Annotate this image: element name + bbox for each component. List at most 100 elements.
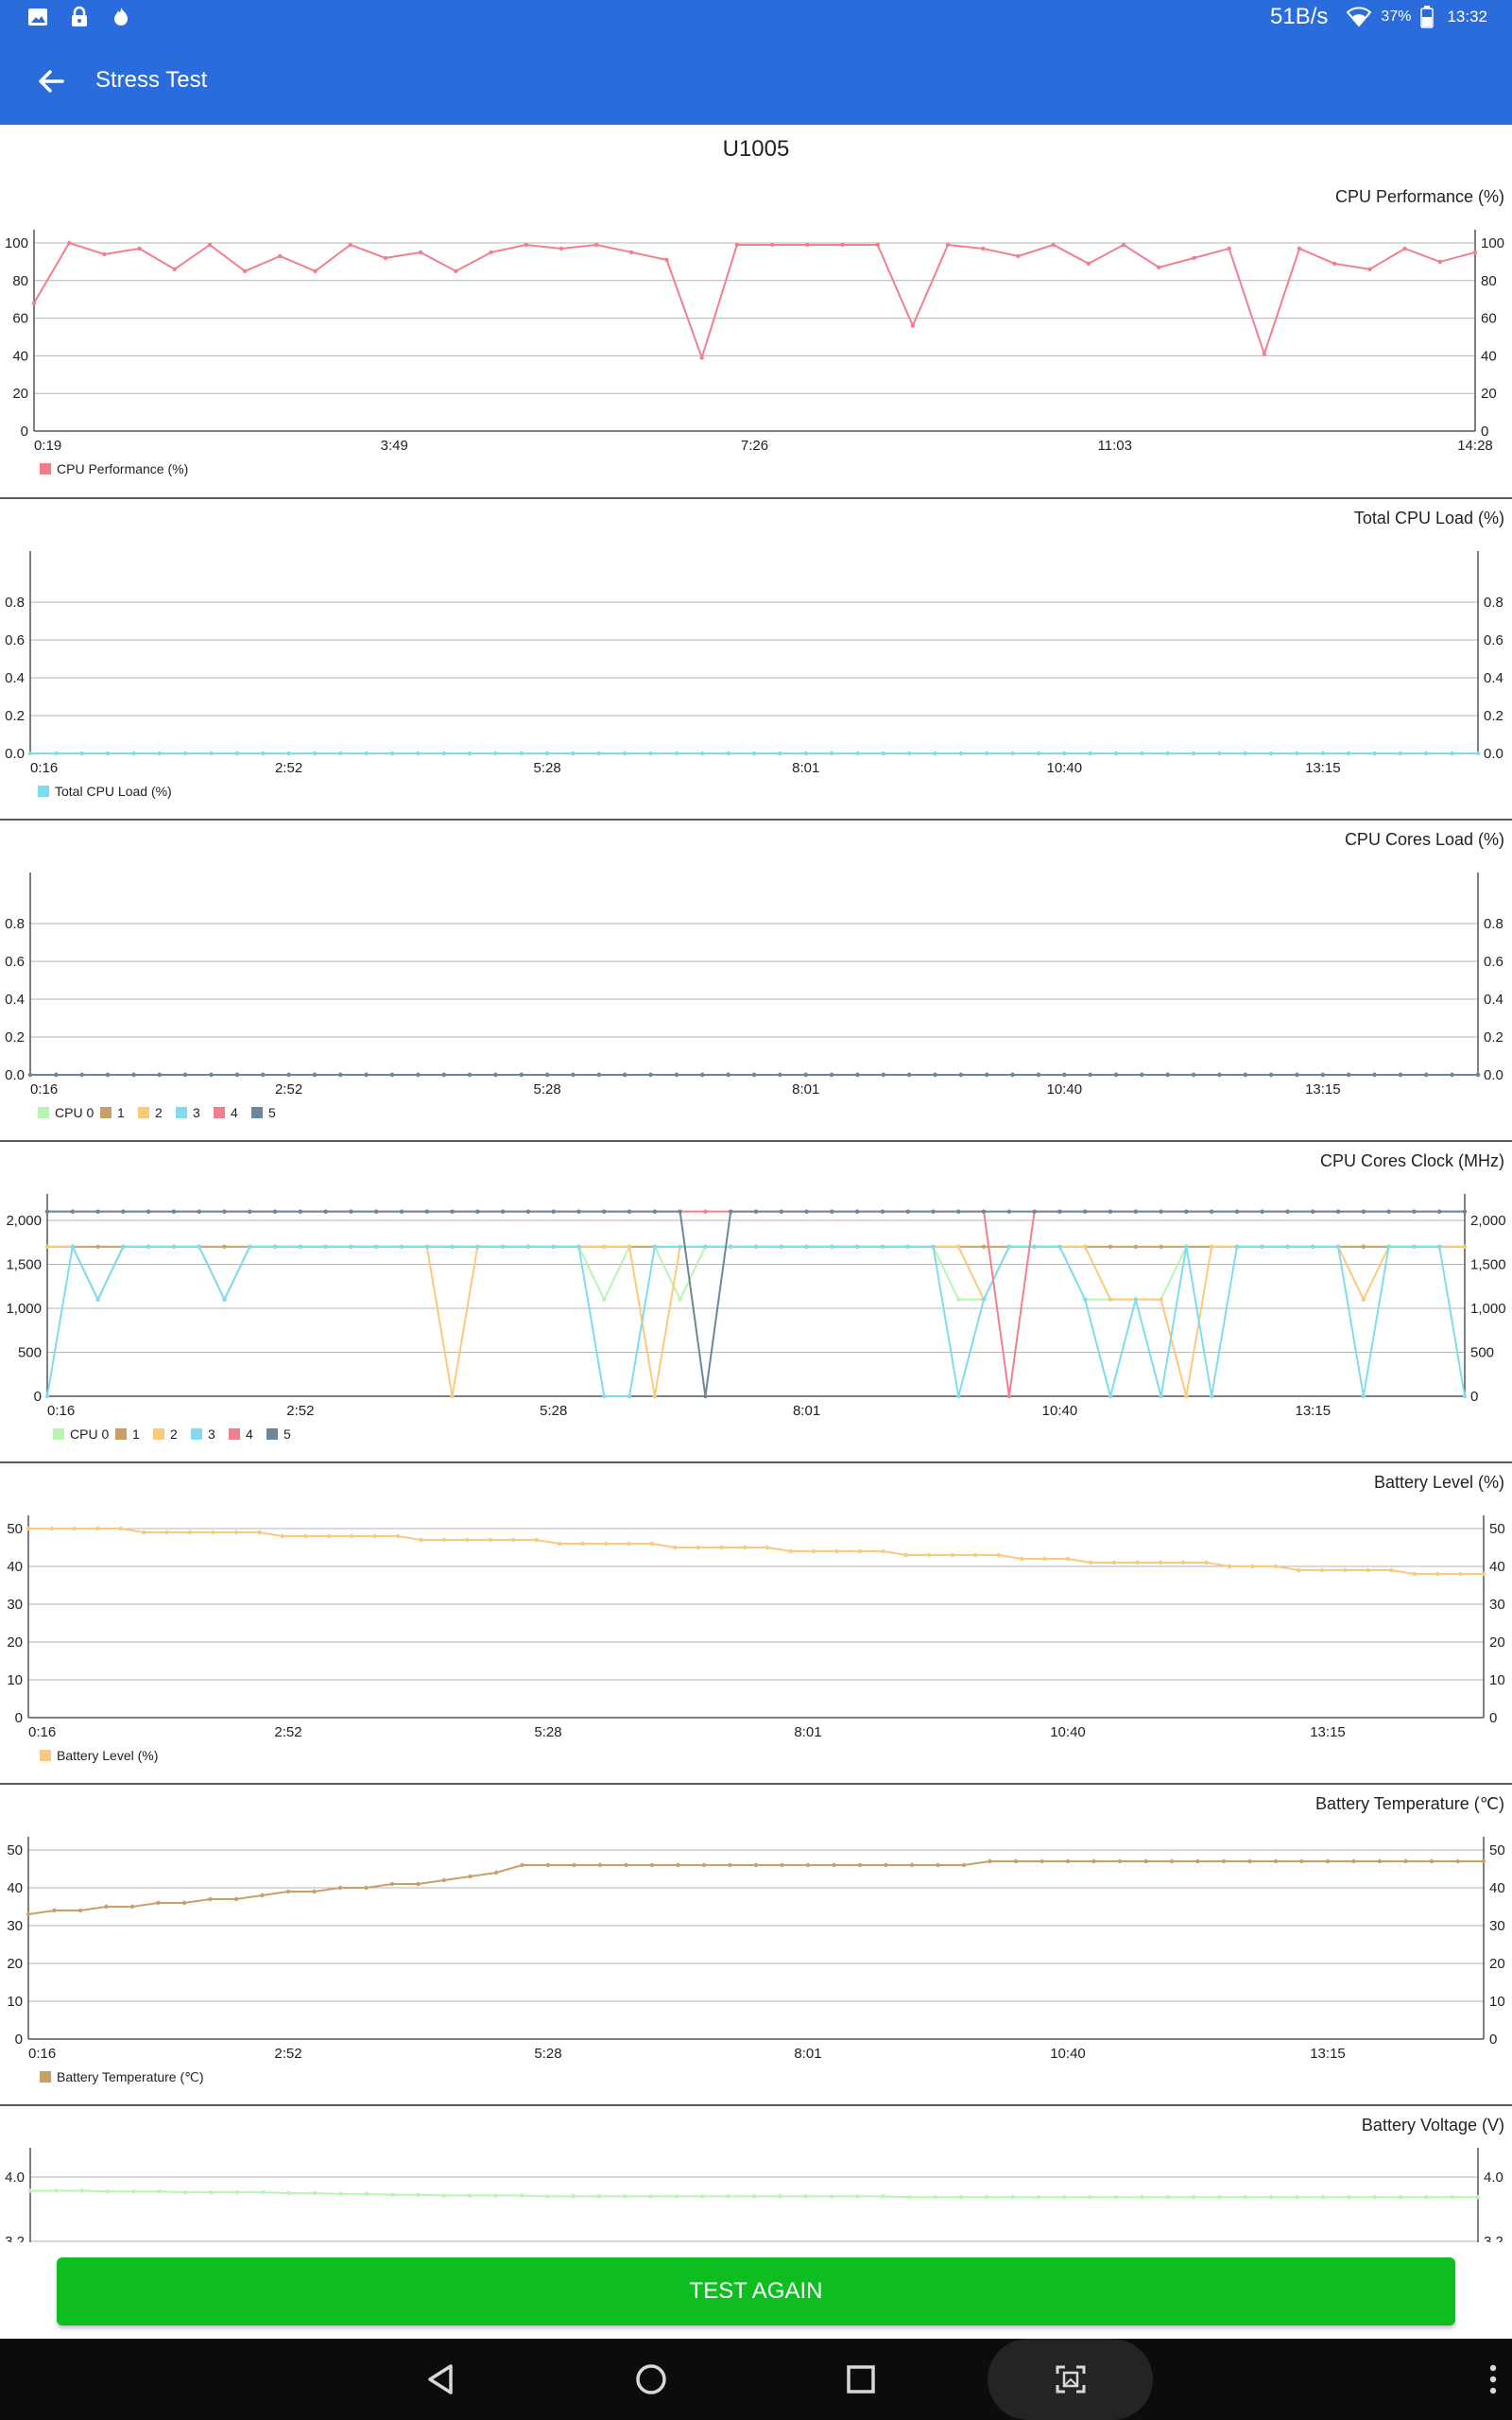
data-point [1184,1393,1189,1399]
data-point [54,751,59,756]
data-point [1036,2195,1041,2200]
data-point [884,1862,888,1868]
data-point [753,1862,759,1868]
data-point [1403,1858,1408,1864]
data-point [222,1244,227,1250]
data-point [1042,1556,1047,1562]
data-point [1260,1209,1264,1214]
screenshot-icon[interactable] [1047,2356,1094,2403]
data-point [803,1072,808,1078]
data-point [441,751,446,756]
data-point [31,301,37,305]
data-point [1006,1209,1012,1214]
data-point [79,751,84,756]
data-point [95,1526,100,1531]
data-point [312,2190,318,2196]
data-point [905,1209,910,1214]
legend-label: CPU 0 [70,1426,109,1442]
data-point [1243,1072,1247,1078]
data-point [956,1209,961,1214]
home-circle-icon[interactable] [627,2356,675,2403]
image-icon [28,9,47,26]
y-tick-label-right: 0.0 [1484,746,1503,762]
data-point [182,751,188,756]
y-tick-label-right: 0.6 [1484,954,1503,970]
data-point [699,355,704,360]
data-point [1086,261,1091,267]
back-arrow-icon[interactable] [32,62,70,100]
data-point [525,1209,531,1214]
data-point [416,1881,421,1887]
data-point [54,1072,59,1078]
cpu-cores-load-section: CPU Cores Load (%) 0.0 0.0 0.2 0.2 0.4 0.4 0.6… [0,819,1512,1142]
legend-label: 2 [170,1426,178,1442]
test-again-button[interactable]: TEST AGAIN [57,2257,1455,2325]
data-point [1032,1244,1037,1250]
data-point [906,751,912,756]
device-name: U1005 [722,136,790,162]
data-point [164,1530,169,1535]
data-point [1006,1393,1012,1399]
data-point [1088,2195,1092,2200]
y-tick-label-right: 20 [1489,1956,1505,1972]
data-point [95,1297,100,1302]
data-point [834,1548,839,1554]
data-point [467,1072,472,1078]
data-point [1372,1072,1377,1078]
data-point [648,1072,653,1078]
data-point [1386,1244,1391,1250]
data-point [1113,2195,1119,2200]
data-point [1398,751,1403,756]
data-point [1361,1297,1366,1302]
data-point [1165,2195,1170,2200]
data-point [674,2194,679,2199]
data-point [985,2195,989,2200]
legend-swatch [266,1428,278,1440]
y-tick-label: 1,500 [6,1256,42,1272]
data-point [285,1889,291,1894]
data-point [855,751,860,756]
x-tick-label: 2:52 [274,2046,301,2062]
data-point [1108,1209,1113,1214]
back-triangle-icon[interactable] [418,2356,465,2403]
data-point [931,1244,936,1250]
data-point [1227,246,1231,251]
legend-label: 3 [193,1105,200,1120]
data-point [544,1072,550,1078]
x-tick-label: 0:16 [30,1081,58,1098]
data-point [520,1862,524,1868]
series-line [46,1243,1466,1400]
y-tick-label-right: 40 [1481,348,1497,364]
data-point [1412,1571,1417,1577]
data-point [1247,1858,1252,1864]
data-point [441,1072,446,1078]
data-point [323,1244,328,1250]
legend-label: 1 [132,1426,140,1442]
data-point [1192,255,1196,261]
legend-label: 1 [117,1105,125,1120]
data-point [156,1900,161,1906]
y-tick-label-right: 30 [1489,1597,1505,1613]
data-point [1165,751,1170,756]
data-point [383,255,388,261]
data-point [1450,1072,1454,1078]
more-vert-icon[interactable] [1487,2362,1499,2396]
x-tick-label: 5:28 [534,760,561,776]
data-point [441,2193,446,2198]
data-point [1297,246,1302,251]
recents-square-icon[interactable] [837,2356,885,2403]
cpu-performance-section: CPU Performance (%) 0 0 20 20 40 40 60 60 80 80 10… [0,176,1512,499]
legend-swatch [38,1107,49,1118]
system-nav-bar [0,2339,1512,2420]
legend-label: CPU 0 [55,1105,94,1120]
y-tick-label-right: 50 [1489,1521,1505,1537]
data-point [1209,1209,1214,1214]
data-point [602,1393,607,1399]
x-tick-label: 11:03 [1098,438,1132,454]
data-point [729,1209,733,1214]
data-point [500,1244,506,1250]
y-tick-label-right: 0.8 [1484,595,1503,611]
cpu-performance-chart: 0 0 20 20 40 40 60 60 80 80 100 100 0:19 3:49 7:26 11:0… [5,230,1504,476]
data-point [278,253,283,259]
data-point [1367,267,1372,272]
